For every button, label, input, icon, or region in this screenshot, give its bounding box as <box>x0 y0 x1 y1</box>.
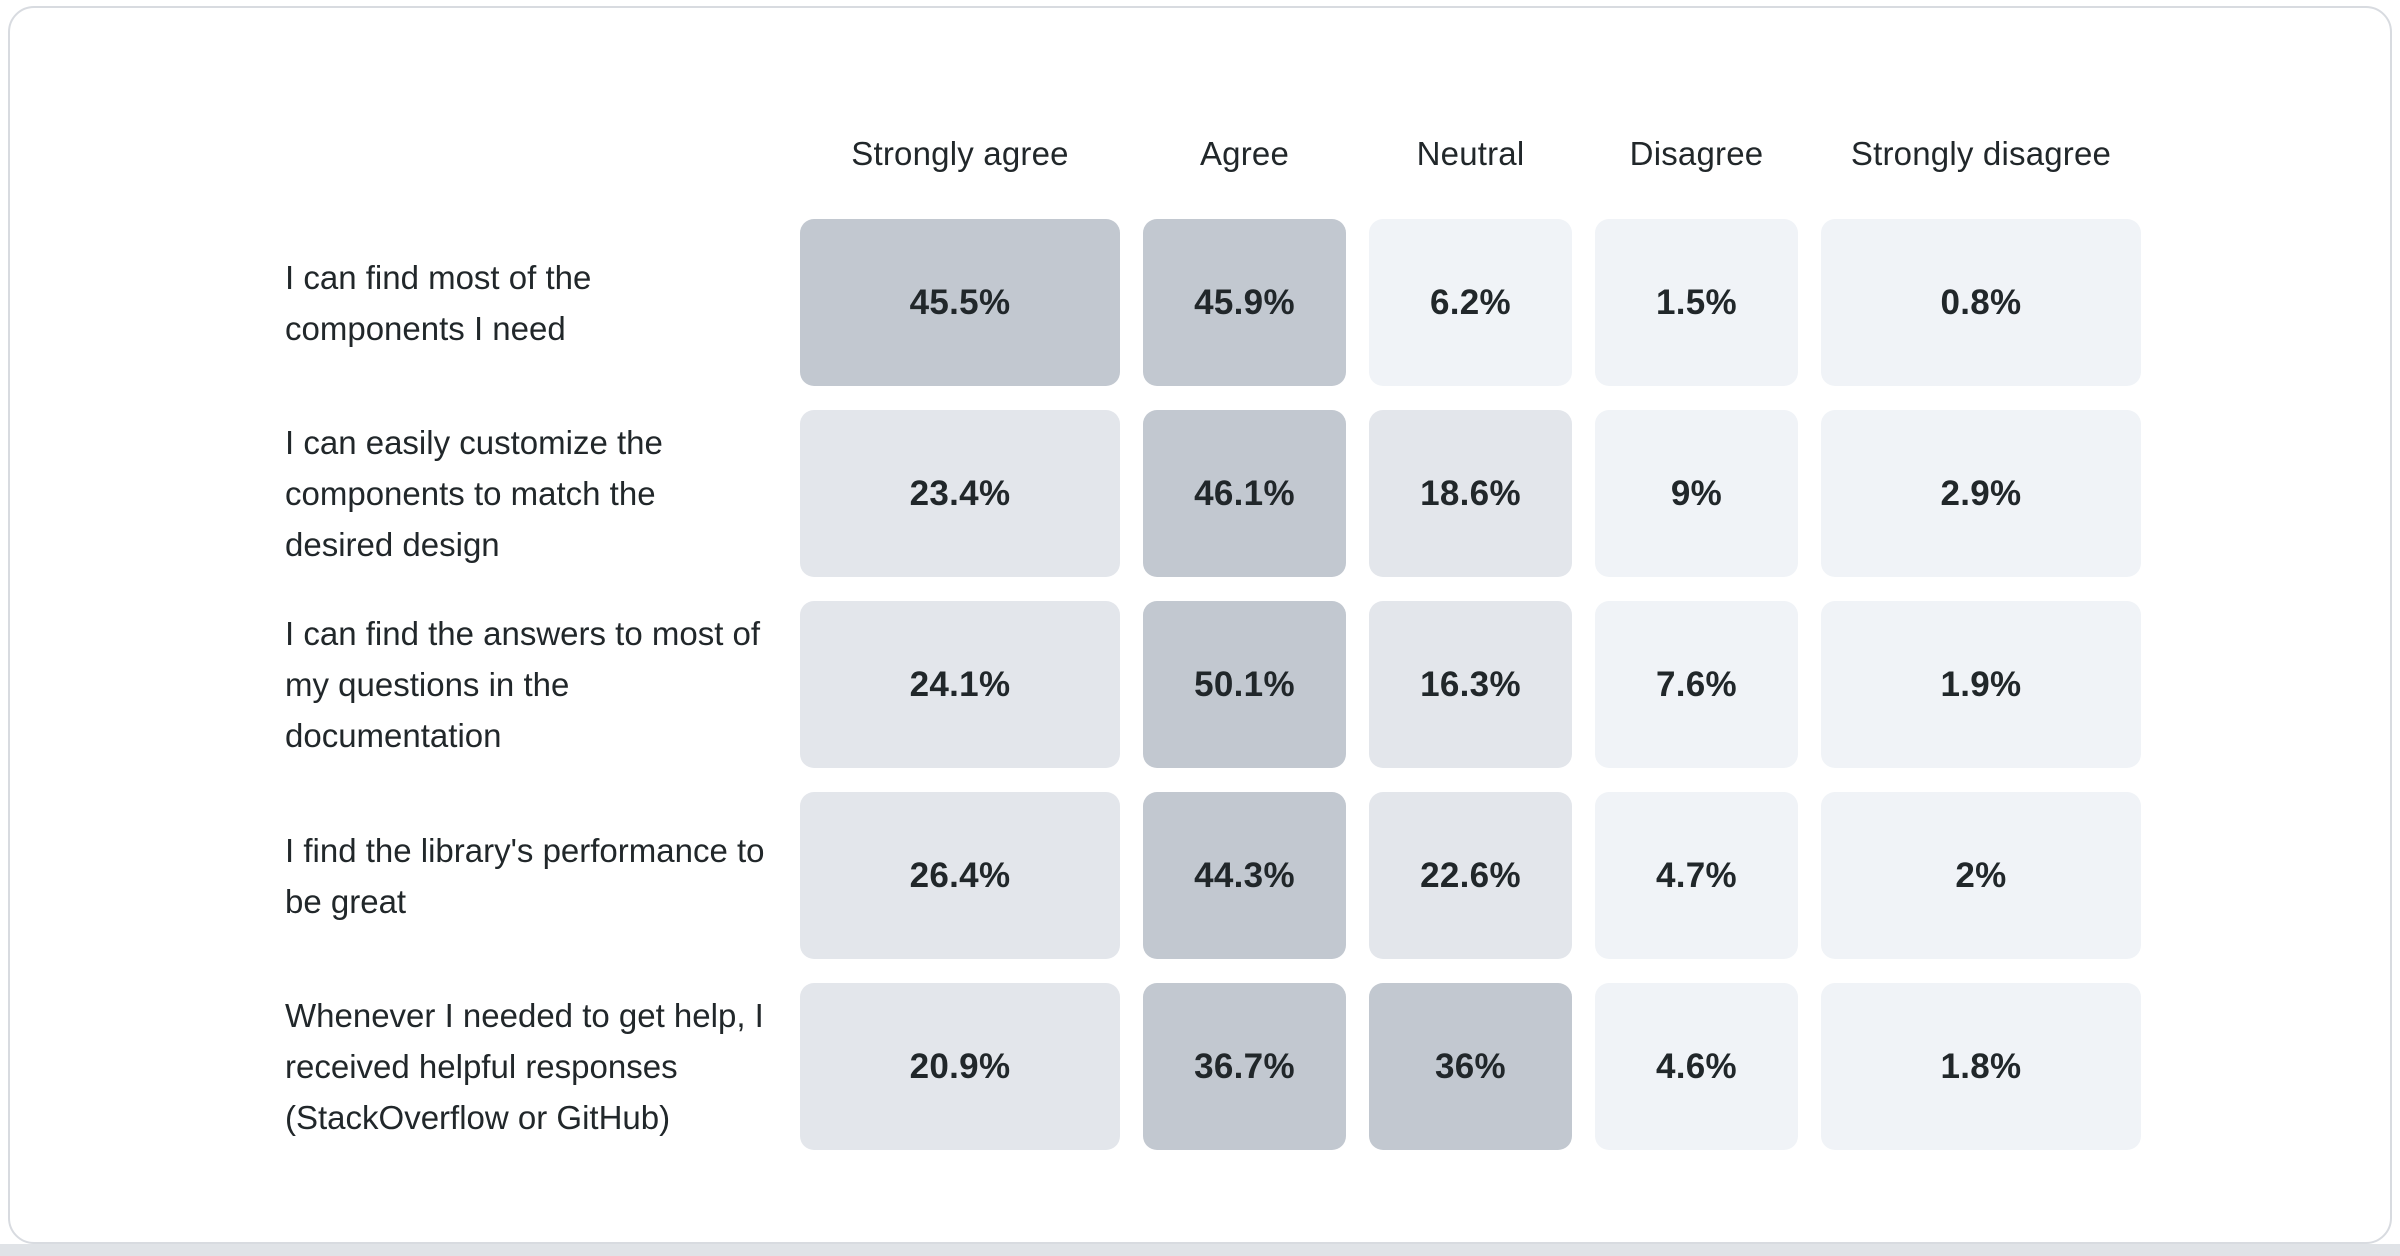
heatmap-cell: 0.8% <box>1821 219 2141 386</box>
heatmap-cell: 45.5% <box>800 219 1120 386</box>
row-label: I can easily customize the components to… <box>285 410 777 577</box>
row-label-text: Whenever I needed to get help, I receive… <box>285 997 764 1136</box>
row-label-text: I can find the answers to most of my que… <box>285 615 761 754</box>
heatmap-cell: 9% <box>1595 410 1798 577</box>
heatmap-cell: 2% <box>1821 792 2141 959</box>
row-label: I can find the answers to most of my que… <box>285 601 777 768</box>
heatmap-cell: 24.1% <box>800 601 1120 768</box>
heatmap-cell: 45.9% <box>1143 219 1346 386</box>
heatmap-cell: 1.5% <box>1595 219 1798 386</box>
column-header-agree: Agree <box>1199 134 1290 172</box>
heatmap-cell: 36.7% <box>1143 983 1346 1150</box>
heatmap-cell: 36% <box>1369 983 1572 1150</box>
column-header-strongly-agree: Strongly agree <box>851 134 1069 172</box>
heatmap-cell: 4.7% <box>1595 792 1798 959</box>
likert-heatmap: Strongly agree Agree Neutral Disagree St… <box>285 112 2141 1150</box>
matrix-corner-spacer <box>285 112 777 195</box>
column-header-strongly-disagree: Strongly disagree <box>1850 134 2112 172</box>
row-label: I can find most of the components I need <box>285 219 777 386</box>
heatmap-cell: 22.6% <box>1369 792 1572 959</box>
heatmap-cell: 7.6% <box>1595 601 1798 768</box>
page-bottom-strip <box>0 1244 2400 1256</box>
column-header-disagree: Disagree <box>1629 134 1764 172</box>
heatmap-cell: 6.2% <box>1369 219 1572 386</box>
heatmap-cell: 26.4% <box>800 792 1120 959</box>
heatmap-cell: 50.1% <box>1143 601 1346 768</box>
heatmap-cell: 20.9% <box>800 983 1120 1150</box>
heatmap-cell: 18.6% <box>1369 410 1572 577</box>
heatmap-cell: 23.4% <box>800 410 1120 577</box>
heatmap-cell: 44.3% <box>1143 792 1346 959</box>
heatmap-cell: 2.9% <box>1821 410 2141 577</box>
row-label: I find the library's performance to be g… <box>285 792 777 959</box>
column-header-neutral: Neutral <box>1416 134 1525 172</box>
heatmap-cell: 1.8% <box>1821 983 2141 1150</box>
heatmap-cell: 16.3% <box>1369 601 1572 768</box>
heatmap-cell: 4.6% <box>1595 983 1798 1150</box>
row-label-text: I can easily customize the components to… <box>285 424 663 563</box>
row-label: Whenever I needed to get help, I receive… <box>285 983 777 1150</box>
heatmap-cell: 1.9% <box>1821 601 2141 768</box>
heatmap-cell: 46.1% <box>1143 410 1346 577</box>
row-label-text: I can find most of the components I need <box>285 258 592 347</box>
survey-heatmap-card: Strongly agree Agree Neutral Disagree St… <box>8 6 2392 1244</box>
row-label-text: I find the library's performance to be g… <box>285 831 765 920</box>
